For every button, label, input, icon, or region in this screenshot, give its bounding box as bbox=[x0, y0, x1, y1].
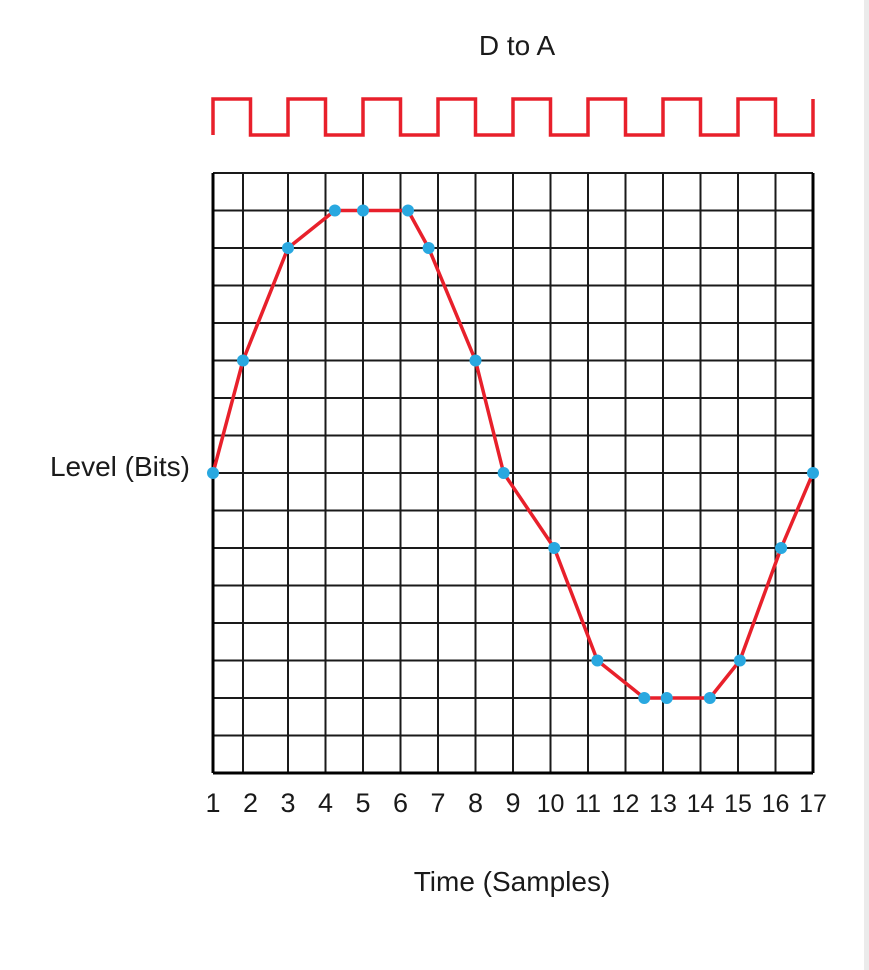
data-point bbox=[660, 692, 673, 704]
grid bbox=[211, 172, 814, 775]
data-point bbox=[497, 467, 510, 479]
data-point bbox=[703, 692, 716, 704]
x-tick-label: 16 bbox=[762, 790, 790, 818]
x-tick-label: 11 bbox=[575, 790, 601, 818]
data-point bbox=[357, 204, 369, 217]
clock-signal bbox=[211, 97, 815, 137]
x-tick-label: 5 bbox=[355, 788, 370, 818]
x-axis-label: Time (Samples) bbox=[414, 866, 611, 897]
x-tick-label: 17 bbox=[799, 790, 827, 818]
data-point bbox=[402, 204, 414, 217]
x-tick-label: 15 bbox=[724, 790, 752, 818]
data-point bbox=[328, 204, 341, 217]
x-tick-label: 13 bbox=[649, 790, 677, 818]
x-tick-label: 4 bbox=[318, 788, 333, 818]
x-tick-labels: 1 2 3 4 5 6 7 8 9 10 11 12 13 14 15 16 17 bbox=[205, 788, 826, 818]
chart-title: D to A bbox=[479, 30, 556, 61]
data-point bbox=[775, 542, 788, 554]
x-tick-label: 7 bbox=[430, 788, 445, 818]
data-point bbox=[237, 354, 249, 367]
data-points bbox=[207, 204, 819, 704]
data-point bbox=[469, 354, 482, 367]
y-axis-label: Level (Bits) bbox=[50, 451, 190, 482]
data-point bbox=[638, 692, 651, 704]
x-tick-label: 3 bbox=[280, 788, 295, 818]
x-tick-label: 14 bbox=[687, 790, 715, 818]
x-tick-label: 8 bbox=[468, 788, 483, 818]
data-point bbox=[591, 654, 604, 667]
x-tick-label: 1 bbox=[205, 788, 220, 818]
data-point bbox=[807, 467, 819, 479]
x-tick-label: 6 bbox=[393, 788, 408, 818]
data-point bbox=[207, 467, 219, 479]
data-point bbox=[548, 542, 561, 554]
x-tick-label: 12 bbox=[612, 790, 640, 818]
x-tick-label: 9 bbox=[505, 788, 520, 818]
x-tick-label: 10 bbox=[537, 790, 565, 818]
data-point bbox=[282, 242, 294, 254]
data-point bbox=[733, 654, 746, 667]
x-tick-label: 2 bbox=[243, 788, 258, 818]
data-point bbox=[422, 242, 435, 254]
